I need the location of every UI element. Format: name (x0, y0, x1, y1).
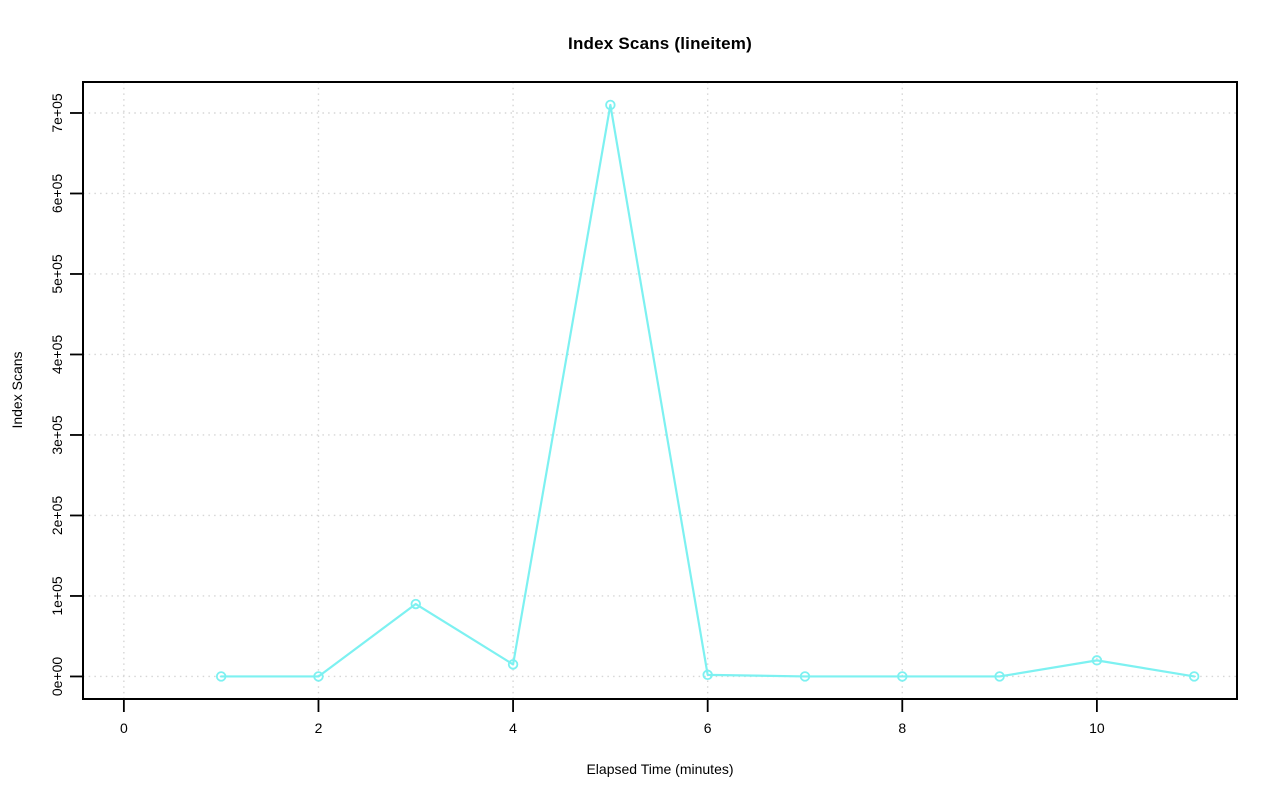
y-tick-label: 1e+05 (49, 576, 65, 616)
grid-layer (83, 82, 1237, 699)
x-axis-label: Elapsed Time (minutes) (586, 761, 734, 777)
data-point-marker (605, 99, 616, 111)
chart-title: Index Scans (lineitem) (568, 34, 752, 53)
data-point-marker (994, 671, 1005, 682)
data-point-marker (897, 671, 908, 682)
data-point-marker (1188, 671, 1200, 682)
x-tick-label: 6 (704, 720, 712, 736)
axis-layer: 0 2 4 6 8 10 0e+00 1e+05 2e+05 3e+05 4e+05 5e+05 6e+… (49, 81, 1238, 736)
y-tick-label: 7e+05 (49, 93, 65, 133)
series-layer (215, 99, 1200, 682)
data-point-marker (702, 669, 713, 681)
data-point-marker (215, 671, 227, 682)
data-point-marker (313, 671, 324, 682)
x-tick-label: 4 (509, 720, 517, 736)
x-tick-label: 0 (120, 720, 128, 736)
data-point-marker (1091, 655, 1103, 666)
plot-border (82, 81, 1238, 700)
y-tick-label: 6e+05 (49, 174, 65, 214)
data-point-marker (410, 598, 421, 610)
data-point-marker (799, 671, 811, 682)
y-tick-label: 0e+00 (49, 657, 65, 697)
x-tick-label: 10 (1089, 720, 1105, 736)
y-tick-label: 5e+05 (49, 254, 65, 294)
y-tick-label: 3e+05 (49, 415, 65, 455)
y-tick-label: 4e+05 (49, 335, 65, 375)
data-point-marker (507, 659, 519, 670)
x-tick-label: 2 (315, 720, 323, 736)
y-tick-label: 2e+05 (49, 496, 65, 536)
series-line (220, 103, 1196, 678)
x-tick-label: 8 (898, 720, 906, 736)
y-axis-label: Index Scans (9, 351, 25, 429)
